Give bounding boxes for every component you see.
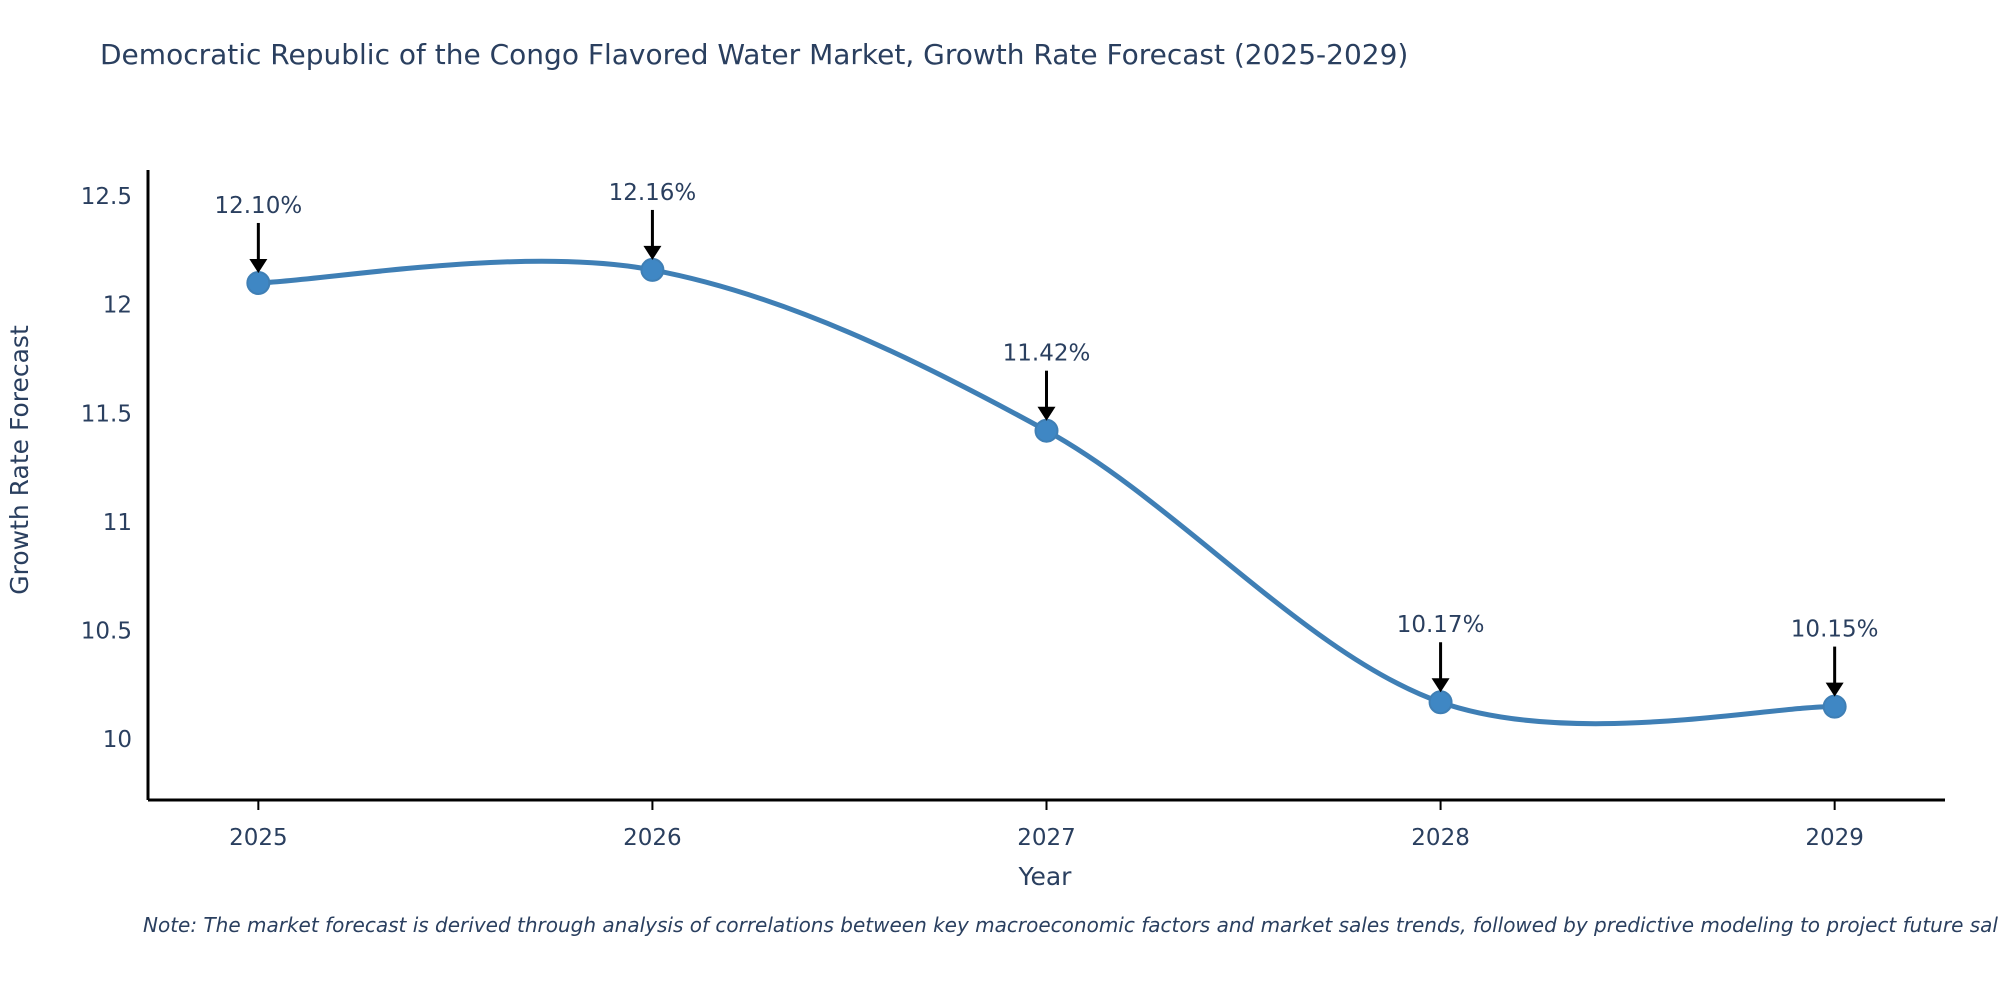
y-tick-label: 10.5 [81, 619, 132, 645]
annotation-arrow-head [249, 258, 268, 273]
y-tick-label: 12.5 [81, 184, 132, 210]
y-tick-label: 11 [103, 510, 132, 536]
footnote-text: Note: The market forecast is derived thr… [143, 913, 1998, 937]
y-tick-label: 10 [103, 727, 132, 753]
y-tick-label: 12 [103, 293, 132, 319]
annotation-arrow-head [1037, 406, 1056, 421]
data-point-label: 12.10% [214, 193, 302, 219]
y-axis-ticks: 12.5 12 11.5 11 10.5 10 [81, 184, 132, 753]
annotation-arrow-head [643, 245, 662, 260]
data-point-marker[interactable] [1034, 418, 1059, 443]
y-axis-title: Growth Rate Forecast [5, 325, 34, 595]
data-series-line [255, 258, 1838, 727]
x-tick-label: 2029 [1805, 825, 1864, 851]
page-title: Democratic Republic of the Congo Flavore… [100, 38, 1409, 71]
data-point-marker[interactable] [246, 270, 271, 295]
data-point-marker[interactable] [1428, 690, 1453, 715]
data-point-label: 10.17% [1397, 612, 1485, 638]
x-tick-label: 2025 [229, 825, 288, 851]
x-tick-label: 2026 [623, 825, 682, 851]
data-point-label: 10.15% [1791, 617, 1879, 643]
y-tick-label: 11.5 [81, 401, 132, 427]
data-point-markers [246, 257, 1847, 719]
data-point-marker[interactable] [640, 257, 665, 282]
data-point-annotations: 12.10% 12.16% 11.42% 10.17% 10.15% [214, 180, 1879, 697]
data-point-label: 11.42% [1003, 341, 1091, 367]
annotation-arrow-head [1431, 678, 1450, 693]
annotation-arrow-head [1825, 682, 1844, 697]
x-tick-label: 2027 [1017, 825, 1076, 851]
x-axis-ticks: 2025 2026 2027 2028 2029 [229, 800, 1864, 851]
data-point-marker[interactable] [1822, 694, 1847, 719]
x-axis-title: Year [1018, 862, 1073, 891]
data-point-label: 12.16% [609, 180, 697, 206]
x-tick-label: 2028 [1411, 825, 1470, 851]
